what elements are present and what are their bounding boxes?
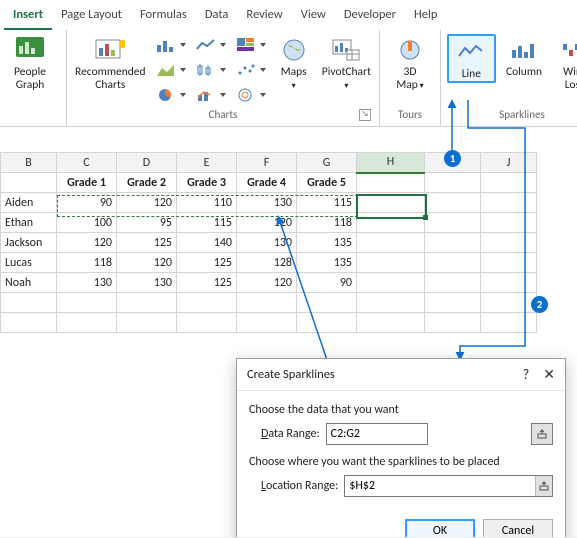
ribbon: People Graph Recommended Charts <box>0 30 577 127</box>
charts-dialog-launcher-icon[interactable]: ↘ <box>359 109 371 121</box>
col-J[interactable]: J <box>481 153 537 173</box>
table-row <box>1 293 537 313</box>
column-headers-row: B C D E F G H I J <box>1 153 537 173</box>
tab-page-layout[interactable]: Page Layout <box>52 3 131 30</box>
sparklines-group-label: Sparklines <box>447 106 577 124</box>
people-graph-button[interactable]: People Graph <box>6 34 54 92</box>
sparkline-line-label: Line <box>462 68 481 81</box>
chart-type-col3 <box>234 34 268 106</box>
col-D[interactable]: D <box>117 153 177 173</box>
col-F[interactable]: F <box>237 153 297 173</box>
data-range-picker-button[interactable] <box>532 424 552 444</box>
data-range-input[interactable] <box>327 424 427 444</box>
dialog-section1: Choose the data that you want <box>249 403 553 417</box>
sparkline-line-icon <box>456 38 486 66</box>
dialog-section2: Choose where you want the sparklines to … <box>249 455 553 469</box>
sparkline-winloss-button[interactable]: Win/ Loss <box>552 34 577 92</box>
col-B[interactable]: B <box>1 153 57 173</box>
table-row: Aiden90120110130115 <box>1 193 537 213</box>
tab-review[interactable]: Review <box>237 3 291 30</box>
grid-table[interactable]: B C D E F G H I J Grade 1 Grade 2 Grade … <box>0 152 537 333</box>
chart-area-button[interactable] <box>154 59 188 81</box>
tours-group-label: Tours <box>386 106 434 124</box>
col-C[interactable]: C <box>57 153 117 173</box>
row-name: Aiden <box>1 193 57 213</box>
cancel-button[interactable]: Cancel <box>483 519 553 538</box>
ok-button[interactable]: OK <box>405 519 475 538</box>
data-range-label: Data Range: <box>261 427 320 441</box>
table-row: Ethan10095115120118 <box>1 213 537 233</box>
dialog-help-button[interactable]: ? <box>523 366 530 383</box>
col-G[interactable]: G <box>297 153 357 173</box>
tab-data[interactable]: Data <box>196 3 238 30</box>
chart-pie-button[interactable] <box>154 84 188 106</box>
chart-combo-button[interactable] <box>194 84 228 106</box>
tab-developer[interactable]: Developer <box>335 3 405 30</box>
sparkline-column-button[interactable]: Column <box>502 34 547 79</box>
chart-stat-button[interactable] <box>194 59 228 81</box>
table-row <box>1 313 537 333</box>
row-name: Jackson <box>1 233 57 253</box>
create-sparklines-dialog: Create Sparklines ? ✕ Choose the data th… <box>236 358 566 538</box>
sparkline-column-icon <box>509 36 539 64</box>
hdr-grade1: Grade 1 <box>57 173 117 193</box>
spreadsheet[interactable]: B C D E F G H I J Grade 1 Grade 2 Grade … <box>0 152 577 333</box>
pivotchart-label: PivotChart▾ <box>322 66 371 93</box>
recommended-charts-icon <box>95 36 125 64</box>
sparkline-column-label: Column <box>506 66 542 79</box>
row-name: Noah <box>1 273 57 293</box>
charts-group-label: Charts↘ <box>73 106 373 124</box>
chart-bar-button[interactable] <box>154 34 188 56</box>
chart-hier-button[interactable] <box>234 34 268 56</box>
table-row: Noah13013012512090 <box>1 273 537 293</box>
maps-button[interactable]: Maps▾ <box>274 34 314 93</box>
tab-help[interactable]: Help <box>405 3 446 30</box>
chart-type-col2 <box>194 34 228 106</box>
dialog-close-button[interactable]: ✕ <box>543 366 555 383</box>
sparkline-line-button[interactable]: Line <box>447 34 496 83</box>
pivotchart-icon <box>331 36 361 64</box>
3d-map-button[interactable]: 3D Map ▾ <box>386 34 434 93</box>
people-graph-label: People Graph <box>14 66 46 92</box>
hdr-grade4: Grade 4 <box>237 173 297 193</box>
col-I[interactable]: I <box>425 153 481 173</box>
hdr-grade5: Grade 5 <box>297 173 357 193</box>
3d-map-label: 3D Map ▾ <box>396 66 423 93</box>
recommended-charts-button[interactable]: Recommended Charts <box>73 34 148 92</box>
col-E[interactable]: E <box>177 153 237 173</box>
maps-label: Maps▾ <box>281 66 307 93</box>
pivotchart-button[interactable]: PivotChart▾ <box>320 34 373 93</box>
hdr-grade3: Grade 3 <box>177 173 237 193</box>
chart-type-col1 <box>154 34 188 106</box>
row-name: Ethan <box>1 213 57 233</box>
chart-surface-button[interactable] <box>234 84 268 106</box>
chart-scatter-button[interactable] <box>234 59 268 81</box>
tab-insert[interactable]: Insert <box>4 3 52 30</box>
row-name: Lucas <box>1 253 57 273</box>
header-row: Grade 1 Grade 2 Grade 3 Grade 4 Grade 5 <box>1 173 537 193</box>
people-graph-icon <box>15 36 45 64</box>
location-range-picker-button[interactable] <box>535 476 552 496</box>
3d-map-icon <box>395 36 425 64</box>
sparkline-winloss-icon <box>560 36 577 64</box>
table-row: Jackson120125140130135 <box>1 233 537 253</box>
ribbon-tabs: Insert Page Layout Formulas Data Review … <box>0 0 577 30</box>
chart-line-button[interactable] <box>194 34 228 56</box>
tab-formulas[interactable]: Formulas <box>131 3 196 30</box>
recommended-charts-label: Recommended Charts <box>75 66 146 92</box>
sparkline-winloss-label: Win/ Loss <box>563 66 577 92</box>
table-row: Lucas118120125128135 <box>1 253 537 273</box>
maps-icon <box>279 36 309 64</box>
col-H[interactable]: H <box>357 153 425 173</box>
hdr-grade2: Grade 2 <box>117 173 177 193</box>
location-range-input[interactable] <box>345 476 535 496</box>
tab-view[interactable]: View <box>292 3 335 30</box>
dialog-title: Create Sparklines <box>247 367 335 382</box>
location-range-label: Location Range: <box>261 479 338 493</box>
